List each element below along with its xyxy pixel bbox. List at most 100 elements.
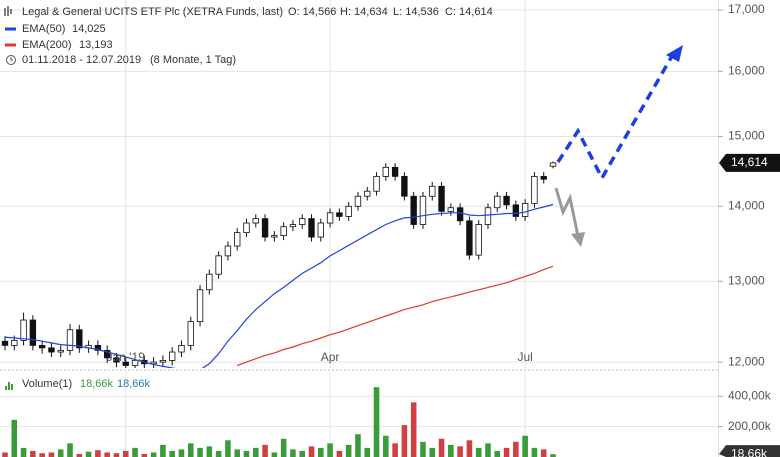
volume-bar [448, 444, 454, 457]
volume-bar [48, 452, 55, 457]
candle-body [94, 344, 102, 351]
y-tick-label: 14,000 [728, 198, 765, 212]
volume-legend-value: 18,66k [80, 378, 114, 390]
candle-body [1, 340, 9, 346]
candle-body [549, 162, 557, 167]
volume-bar [132, 447, 138, 457]
volume-bar [503, 447, 510, 457]
ema-line [236, 265, 554, 367]
candle-body [187, 321, 194, 346]
candle-body [252, 218, 259, 224]
y-tick-label: 17,000 [728, 2, 765, 16]
volume-bar [141, 453, 148, 457]
volume-bar [513, 441, 519, 457]
candle-body [159, 360, 167, 363]
candle-body [540, 176, 547, 180]
volume-bar [355, 434, 361, 457]
legend-name: EMA(50) [22, 23, 65, 35]
candle-body [308, 218, 315, 238]
x-tick-label: Apr [321, 350, 340, 364]
volume-bar [11, 419, 18, 457]
arrow-head [666, 45, 683, 62]
candle-body [243, 222, 250, 234]
volume-bar [271, 452, 278, 457]
quote: L: 14,536 [393, 6, 439, 18]
arrow-head [571, 232, 585, 247]
legend-value: 14,025 [72, 23, 106, 35]
candle-body [401, 176, 408, 197]
volume-bar [466, 440, 473, 457]
candle-body [373, 176, 380, 192]
volume-bar [485, 443, 491, 457]
last-price-label: 14,614 [731, 155, 768, 169]
candle-body [76, 329, 83, 349]
volume-bar [39, 453, 45, 457]
candle-body [178, 344, 185, 353]
volume-bar [401, 425, 408, 457]
forecast-down-arrow [554, 187, 580, 237]
volume-bar [531, 447, 538, 457]
candle-body [57, 349, 64, 353]
candle-body [429, 185, 436, 197]
candle-body [131, 360, 139, 366]
axes: 12,000 13,000 14,000 15,000 16,000 17,000 Jan … [107, 2, 780, 457]
candle-body [456, 207, 464, 222]
volume-icon [5, 386, 7, 390]
candle-body [521, 203, 529, 217]
last-volume-label: 18,66k [731, 446, 768, 457]
volume-bar [160, 444, 166, 457]
legend-value: 13,193 [79, 39, 113, 51]
legend-name: EMA(200) [22, 39, 72, 51]
candle-body [215, 255, 222, 275]
x-tick-label: Jan '19 [107, 350, 146, 364]
volume-bar [2, 452, 8, 457]
candle-body [150, 361, 157, 365]
volume-bar [104, 452, 110, 457]
candle-body [66, 329, 74, 351]
candle-body [447, 207, 455, 212]
candle-body [20, 319, 27, 341]
volume-bar [522, 435, 528, 457]
candle-body [503, 195, 510, 206]
y-tick-label: 16,000 [728, 64, 765, 78]
volume-bar [178, 449, 185, 457]
y-tick-label: 15,000 [728, 129, 765, 143]
volume-bar [392, 443, 398, 457]
volume-bar [225, 440, 231, 457]
volume-panel [0, 372, 718, 457]
volume-bar [420, 441, 426, 457]
candle-body [354, 195, 362, 207]
volume-bar [187, 443, 194, 457]
volume-bar [457, 446, 463, 457]
candle-body [531, 176, 538, 204]
y-tick-label: 12,000 [728, 354, 765, 368]
candle-body [234, 232, 241, 247]
clock-icon [6, 55, 16, 65]
quote: H: 14,634 [340, 6, 388, 18]
candle-body [196, 289, 204, 323]
candle-body [224, 245, 232, 257]
candle-body [261, 218, 269, 238]
candle-body [113, 357, 120, 363]
period: 01.11.2018 - 12.07.2019 [22, 54, 141, 66]
forecast-up-arrow [556, 55, 674, 182]
candle-body [299, 218, 306, 225]
candle-body [48, 347, 55, 353]
volume-bar [364, 447, 371, 457]
volume-bar [234, 449, 240, 457]
candle-body [317, 222, 324, 238]
candle-body [289, 224, 297, 228]
candle-body [168, 351, 176, 361]
candle-body [122, 361, 129, 366]
volume-bar [252, 447, 259, 457]
last-volume-badge [719, 445, 780, 457]
candle-body [38, 344, 46, 349]
candle-body [345, 205, 352, 217]
volume-bar [122, 450, 129, 457]
candle-body [382, 166, 390, 177]
candle-body [364, 190, 371, 197]
volume-bar [550, 454, 556, 457]
candle-body [466, 220, 473, 256]
